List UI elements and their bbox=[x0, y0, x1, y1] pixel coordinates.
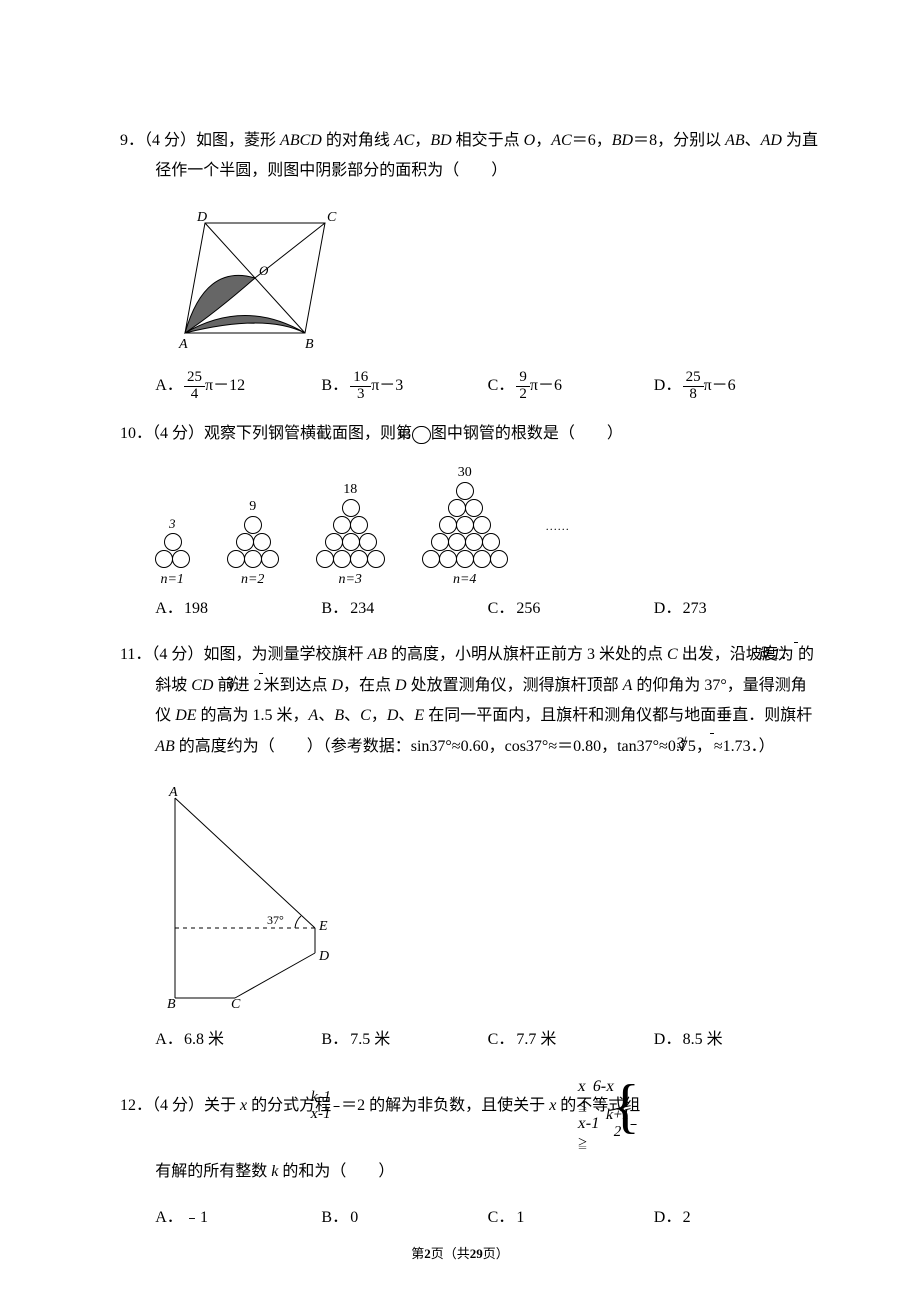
q11-number: 11 bbox=[120, 646, 135, 663]
svg-text:B: B bbox=[167, 997, 176, 1008]
svg-text:C: C bbox=[327, 210, 337, 225]
circle-pyramid-icon bbox=[316, 500, 384, 568]
pyramid-n-label: n=3 bbox=[338, 572, 361, 588]
q11-opt-c: C．7.7 米 bbox=[488, 1025, 654, 1055]
svg-text:O: O bbox=[259, 263, 269, 278]
svg-text:C: C bbox=[231, 997, 241, 1008]
q12-opt-b: B．0 bbox=[321, 1203, 487, 1233]
q10-number: 10 bbox=[120, 425, 136, 442]
q10-opt-b: B．234 bbox=[321, 594, 487, 624]
q11-opt-b: B．7.5 米 bbox=[321, 1025, 487, 1055]
svg-text:37°: 37° bbox=[267, 913, 284, 927]
question-11: 11．（4 分）如图，为测量学校旗杆 AB 的高度，小明从旗杆正前方 3 米处的… bbox=[120, 640, 820, 1055]
svg-text:A: A bbox=[178, 337, 188, 352]
q10-term: 3 n=1 bbox=[155, 516, 189, 588]
circle-pyramid-icon bbox=[227, 517, 278, 568]
pyramid-count-label: 9 bbox=[249, 499, 256, 515]
q10-figure: 3 n=1 9 n=2 18 n=3 30 n=4 …… bbox=[155, 465, 820, 588]
pyramid-count-label: 18 bbox=[343, 482, 357, 498]
circle-pyramid-icon bbox=[155, 534, 189, 568]
pyramid-count-label: 3 bbox=[169, 516, 176, 532]
page-footer: 第2页（共29页） bbox=[0, 1243, 920, 1262]
q12-fraction: k-1 x-1 bbox=[335, 1090, 341, 1123]
svg-text:E: E bbox=[318, 919, 328, 934]
q10-term: 18 n=3 bbox=[316, 482, 384, 588]
svg-text:A: A bbox=[168, 785, 178, 800]
q10-term: 9 n=2 bbox=[227, 499, 278, 588]
pyramid-count-label: 30 bbox=[458, 465, 472, 481]
q12-stem-cont: 有解的所有整数 k 的和为（ ） bbox=[155, 1157, 820, 1187]
q9-opt-d: D． 258π－6 bbox=[654, 370, 820, 403]
q11-options: A．6.8 米 B．7.5 米 C．7.7 米 D．8.5 米 bbox=[155, 1025, 820, 1055]
question-12: 12．（4 分）关于 x 的分式方程 k-1 x-1 ＝2 的解为非负数，且使关… bbox=[120, 1072, 820, 1234]
q12-system: { x6-x x-1 k+1 2 bbox=[646, 1072, 662, 1141]
q9-svg: A B C D O bbox=[155, 203, 355, 353]
q11-stem: 11．（4 分）如图，为测量学校旗杆 AB 的高度，小明从旗杆正前方 3 米处的… bbox=[155, 640, 820, 762]
q11-figure: 37° A B C D E bbox=[155, 778, 820, 1019]
pyramid-n-label: n=4 bbox=[453, 572, 476, 588]
q12-number: 12 bbox=[120, 1097, 136, 1114]
circled-number-icon: 13 bbox=[412, 426, 431, 445]
q9-opt-b: B． 163π－3 bbox=[321, 370, 487, 403]
question-9: 9．（4 分）如图，菱形 ABCD 的对角线 AC，BD 相交于点 O，AC＝6… bbox=[120, 126, 820, 403]
q9-figure: A B C D O bbox=[155, 203, 820, 364]
svg-text:B: B bbox=[305, 337, 314, 352]
ellipsis-icon: …… bbox=[545, 515, 569, 538]
q12-opt-a: A．﹣1 bbox=[155, 1203, 321, 1233]
q9-opt-c: C． 92π－6 bbox=[488, 370, 654, 403]
q9-opt-a: A． 254π－12 bbox=[155, 370, 321, 403]
q10-opt-a: A．198 bbox=[155, 594, 321, 624]
pyramid-n-label: n=2 bbox=[241, 572, 264, 588]
q11-svg: 37° A B C D E bbox=[155, 778, 355, 1008]
q11-opt-d: D．8.5 米 bbox=[654, 1025, 820, 1055]
question-10: 10．（4 分）观察下列钢管横截面图，则第13图中钢管的根数是（ ） 3 n=1 9… bbox=[120, 419, 820, 625]
q12-opt-d: D．2 bbox=[654, 1203, 820, 1233]
svg-text:D: D bbox=[318, 949, 329, 964]
circle-pyramid-icon bbox=[422, 483, 507, 568]
q12-options: A．﹣1 B．0 C．1 D．2 bbox=[155, 1203, 820, 1233]
q11-opt-a: A．6.8 米 bbox=[155, 1025, 321, 1055]
q10-options: A．198 B．234 C．256 D．273 bbox=[155, 594, 820, 624]
q12-opt-c: C．1 bbox=[488, 1203, 654, 1233]
svg-text:D: D bbox=[196, 210, 207, 225]
q10-stem: 10．（4 分）观察下列钢管横截面图，则第13图中钢管的根数是（ ） bbox=[155, 419, 820, 449]
q10-opt-d: D．273 bbox=[654, 594, 820, 624]
q9-stem: 9．（4 分）如图，菱形 ABCD 的对角线 AC，BD 相交于点 O，AC＝6… bbox=[155, 126, 820, 187]
q9-options: A． 254π－12 B． 163π－3 C． 92π－6 D． 258π－6 bbox=[155, 370, 820, 403]
q12-stem: 12．（4 分）关于 x 的分式方程 k-1 x-1 ＝2 的解为非负数，且使关… bbox=[155, 1072, 820, 1141]
q10-term: 30 n=4 bbox=[422, 465, 507, 588]
q9-points: （4 分） bbox=[144, 132, 196, 149]
q9-number: 9 bbox=[120, 132, 128, 149]
pyramid-n-label: n=1 bbox=[160, 572, 183, 588]
q12-sys-frac: k+1 2 bbox=[632, 1108, 638, 1141]
q10-opt-c: C．256 bbox=[488, 594, 654, 624]
